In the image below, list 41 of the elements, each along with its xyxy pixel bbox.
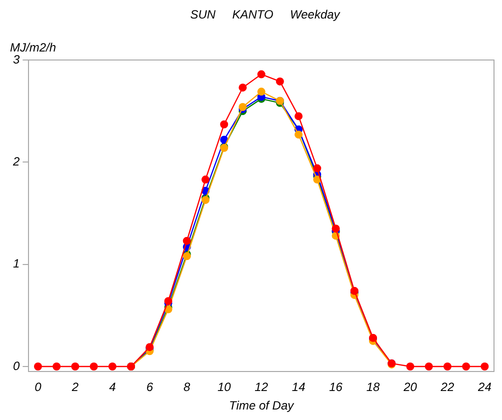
point — [108, 362, 116, 370]
point — [480, 362, 489, 370]
point — [52, 362, 61, 370]
x-tick-label: 14 — [292, 380, 306, 394]
point — [257, 88, 266, 96]
point — [182, 236, 191, 245]
chart-title: SUN KANTO Weekday — [190, 7, 341, 22]
x-tick-label: 10 — [217, 380, 232, 394]
point — [276, 77, 284, 86]
x-tick-label: 6 — [146, 380, 154, 394]
point — [294, 112, 303, 120]
point — [443, 362, 452, 370]
x-tick-label: 20 — [402, 380, 418, 394]
point — [294, 130, 303, 139]
point — [424, 362, 433, 370]
x-tick-label: 24 — [477, 380, 492, 394]
x-tick-label: 0 — [34, 380, 42, 394]
point — [257, 70, 266, 78]
y-axis-title: MJ/m2/h — [10, 40, 56, 54]
x-tick-label: 8 — [184, 380, 191, 394]
point — [406, 362, 414, 370]
y-tick-label: 2 — [12, 154, 20, 169]
point — [238, 84, 247, 92]
x-tick-label: 18 — [366, 380, 380, 394]
point — [34, 362, 42, 370]
y-tick-label: 0 — [12, 358, 20, 373]
x-tick-label: 22 — [440, 380, 454, 394]
point — [202, 176, 210, 184]
x-tick-label: 12 — [254, 380, 268, 394]
x-tick-label: 2 — [70, 380, 79, 394]
point — [313, 164, 322, 172]
y-tick-label: 1 — [12, 256, 20, 271]
point — [462, 362, 470, 370]
x-tick-label: 16 — [329, 380, 343, 394]
point — [238, 102, 247, 111]
point — [90, 362, 98, 370]
point — [71, 362, 80, 370]
point — [220, 120, 228, 128]
x-axis-title: Time of Day — [229, 398, 295, 412]
x-tick-label: 4 — [109, 380, 116, 394]
y-tick-label: 3 — [12, 52, 20, 66]
